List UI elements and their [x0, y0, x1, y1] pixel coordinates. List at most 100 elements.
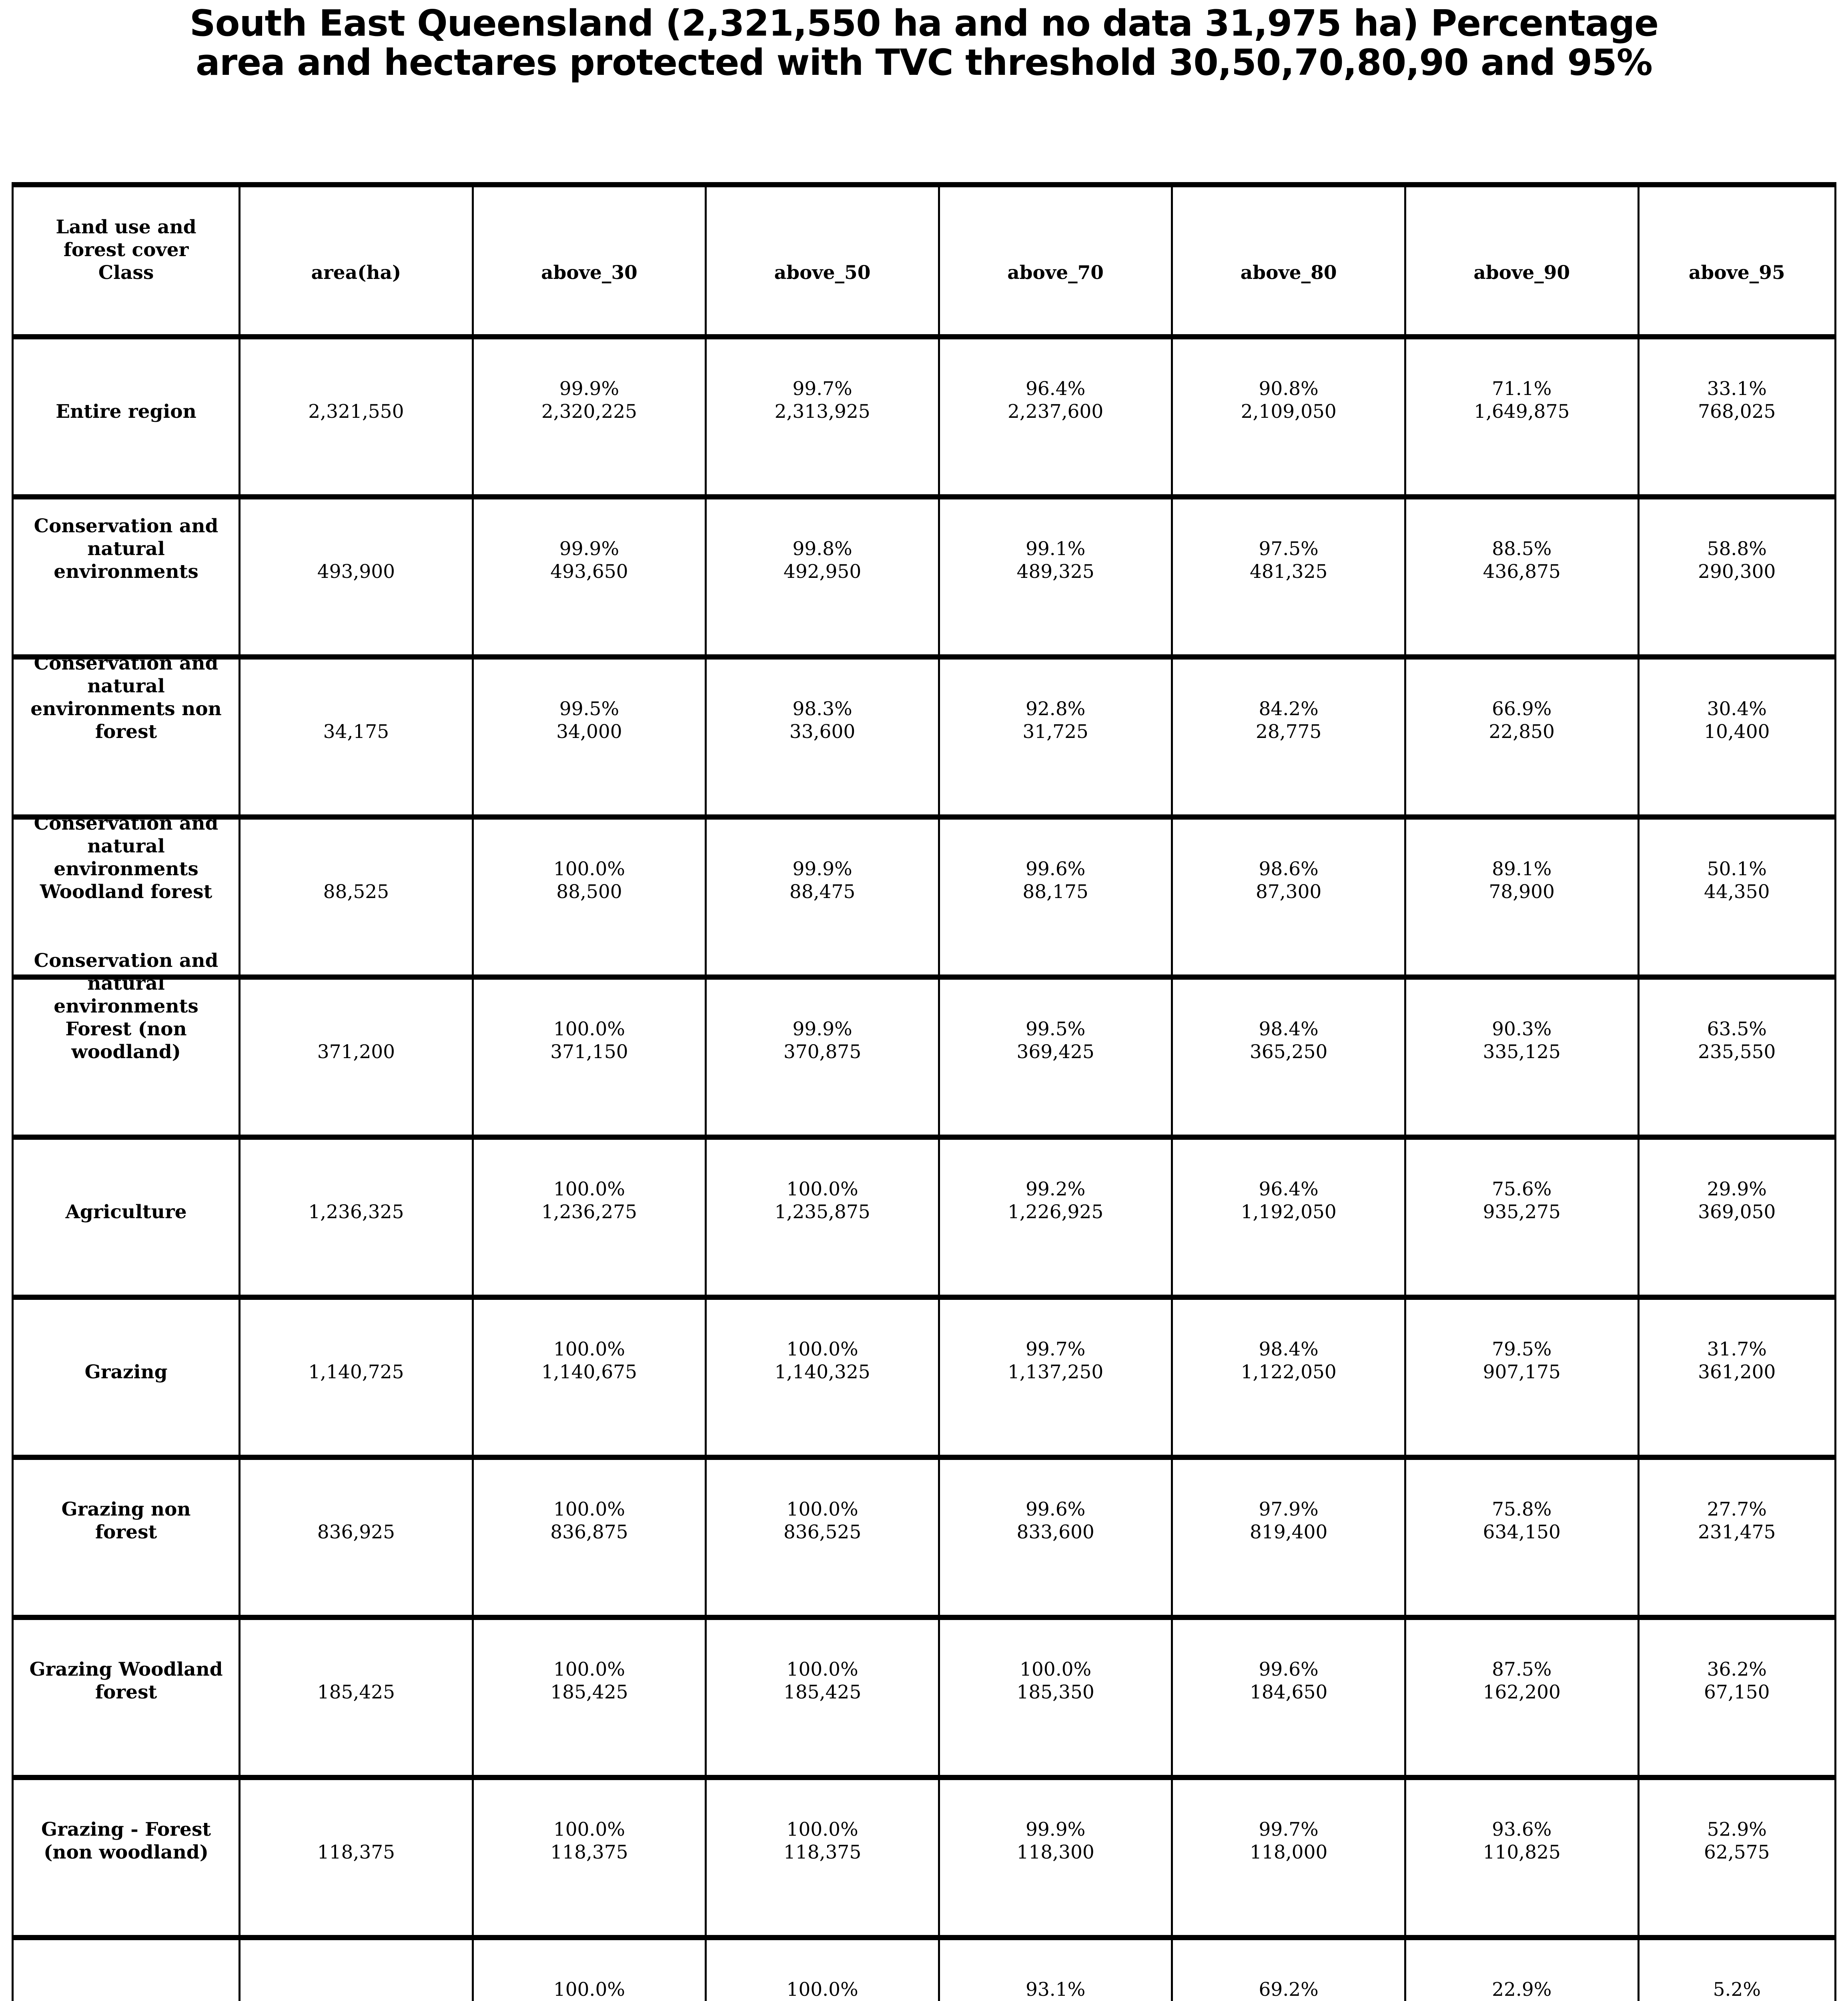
threshold-cell-above_95: 52.9% 62,575	[1637, 1777, 1836, 1938]
threshold-values: 99.7% 2,313,925	[774, 377, 870, 423]
threshold-cell-above_50: 100.0% 1,235,875	[705, 1137, 939, 1297]
row-label-cell: Grazing Woodland forest	[13, 1618, 240, 1778]
table-row: Conservation and natural environments 493…	[12, 497, 1836, 657]
threshold-cell-above_80: 97.5% 481,325	[1171, 497, 1405, 657]
table-row: Grazing non forest 836,925 100.0% 836,875 1…	[12, 1457, 1836, 1618]
column-header-text: above_30	[541, 262, 637, 284]
threshold-values: 98.4% 1,122,050	[1241, 1338, 1337, 1383]
threshold-values: 97.5% 481,325	[1250, 537, 1328, 583]
threshold-cell-above_95: 31.7% 361,200	[1637, 1297, 1836, 1458]
threshold-cell-above_80: 98.4% 1,122,050	[1171, 1297, 1405, 1458]
column-header-2: above_30	[471, 184, 706, 337]
threshold-values: 98.4% 365,250	[1250, 1018, 1328, 1063]
table-row: Conservation and natural environments Wo…	[12, 812, 1836, 977]
threshold-cell-above_50: 100.0% 185,425	[705, 1617, 939, 1778]
threshold-values: 99.6% 184,650	[1250, 1658, 1328, 1703]
row-label-cell: Conservation and natural environments no…	[13, 652, 240, 817]
threshold-cell-above_80: 99.7% 118,000	[1171, 1777, 1405, 1938]
threshold-values: 99.1% 489,325	[1016, 537, 1094, 583]
threshold-cell-above_80: 98.4% 365,250	[1171, 977, 1405, 1137]
threshold-cell-above_95: 50.1% 44,350	[1637, 817, 1836, 977]
row-label: Conservation and natural environments no…	[30, 652, 222, 743]
threshold-values: 93.6% 110,825	[1483, 1818, 1561, 1863]
column-header-text: area(ha)	[311, 262, 401, 284]
threshold-values: 100.0% 836,525	[783, 1498, 862, 1543]
threshold-cell-above_95: 63.5% 235,550	[1637, 977, 1836, 1137]
threshold-values: 100.0% 185,350	[1016, 1658, 1094, 1703]
threshold-cell-above_90: 93.6% 110,825	[1404, 1777, 1639, 1938]
area-value: 493,900	[317, 560, 395, 583]
column-header-7: above_95	[1637, 184, 1836, 337]
threshold-cell-above_30: 100.0% 371,150	[471, 977, 706, 1137]
threshold-cell-above_70: 99.1% 489,325	[938, 497, 1172, 657]
area-cell: 185,425	[239, 1617, 473, 1778]
threshold-cell-above_90: 88.5% 436,875	[1404, 497, 1639, 657]
threshold-cell-above_70: 99.7% 1,137,250	[938, 1297, 1172, 1458]
threshold-values: 100.0% 1,235,875	[774, 1178, 870, 1223]
threshold-cell-above_95: 36.2% 67,150	[1637, 1617, 1836, 1778]
threshold-cell-above_80: 84.2% 28,775	[1171, 657, 1405, 817]
column-header-1: area(ha)	[239, 184, 473, 337]
area-cell: 118,375	[239, 1777, 473, 1938]
threshold-cell-above_80: 97.9% 819,400	[1171, 1457, 1405, 1618]
row-label: Conservation and natural environments	[34, 515, 218, 583]
row-label: Conservation and natural environments Wo…	[34, 812, 218, 903]
threshold-cell-above_70: 99.6% 833,600	[938, 1457, 1172, 1618]
row-label-cell: Conservation and natural environments Fo…	[13, 950, 240, 1137]
threshold-cell-above_30: 99.9% 2,320,225	[471, 337, 706, 497]
column-header-text: above_50	[774, 262, 871, 284]
threshold-cell-above_50: 98.3% 33,600	[705, 657, 939, 817]
threshold-values: 90.8% 2,109,050	[1241, 377, 1337, 423]
area-value: 1,236,325	[308, 1201, 404, 1223]
threshold-cell-above_50: 100.0% 118,375	[705, 1777, 939, 1938]
row-label: Grazing Woodland forest	[29, 1658, 223, 1703]
threshold-values: 52.9% 62,575	[1704, 1818, 1770, 1863]
threshold-values: 88.5% 436,875	[1483, 537, 1561, 583]
threshold-cell-above_80: 98.6% 87,300	[1171, 817, 1405, 977]
row-label: Agriculture	[65, 1201, 187, 1223]
threshold-values: 92.8% 31,725	[1022, 698, 1088, 743]
column-header-6: above_90	[1404, 184, 1639, 337]
table-row: Grazing 1,140,725 100.0% 1,140,675 100.0% 1…	[12, 1297, 1836, 1458]
threshold-cell-above_90: 75.8% 634,150	[1404, 1457, 1639, 1618]
threshold-values: 100.0% 69,525	[786, 1978, 858, 2001]
threshold-cell-above_30: 100.0% 88,500	[471, 817, 706, 977]
threshold-values: 96.4% 2,237,600	[1008, 377, 1104, 423]
threshold-values: 99.2% 1,226,925	[1008, 1178, 1104, 1223]
threshold-cell-above_70: 99.2% 1,226,925	[938, 1137, 1172, 1297]
threshold-values: 79.5% 907,175	[1483, 1338, 1561, 1383]
threshold-cell-above_50: 99.9% 88,475	[705, 817, 939, 977]
threshold-values: 99.7% 118,000	[1250, 1818, 1328, 1863]
threshold-values: 33.1% 768,025	[1698, 377, 1776, 423]
row-label: Entire region	[56, 400, 196, 423]
threshold-values: 99.9% 118,300	[1016, 1818, 1094, 1863]
threshold-cell-above_30: 100.0% 1,140,675	[471, 1297, 706, 1458]
area-value: 1,140,725	[308, 1361, 404, 1383]
area-value: 836,925	[317, 1521, 395, 1543]
threshold-cell-above_95: 5.2% 3,600	[1637, 1937, 1836, 2001]
area-cell: 371,200	[239, 977, 473, 1137]
threshold-values: 98.6% 87,300	[1255, 858, 1322, 903]
threshold-values: 99.9% 2,320,225	[541, 377, 637, 423]
area-cell: 836,925	[239, 1457, 473, 1618]
threshold-cell-above_30: 100.0% 1,236,275	[471, 1137, 706, 1297]
threshold-cell-above_50: 100.0% 836,525	[705, 1457, 939, 1618]
table-row: Entire region 2,321,550 99.9% 2,320,225 99.…	[12, 337, 1836, 497]
threshold-values: 100.0% 118,375	[550, 1818, 628, 1863]
table-row: Irrigation69,550 100.0% 69,550 100.0% 69,5…	[12, 1937, 1836, 2001]
landuse-table: Land use and forest cover Class area(ha) a…	[12, 182, 1836, 2001]
threshold-values: 30.4% 10,400	[1704, 698, 1770, 743]
threshold-values: 36.2% 67,150	[1704, 1658, 1770, 1703]
page-title: South East Queensland (2,321,550 ha and …	[189, 2, 1659, 84]
row-label-cell: Agriculture	[13, 1137, 240, 1297]
threshold-values: 100.0% 69,550	[553, 1978, 625, 2001]
threshold-values: 99.6% 88,175	[1022, 858, 1088, 903]
threshold-values: 100.0% 185,425	[783, 1658, 862, 1703]
threshold-values: 99.7% 1,137,250	[1008, 1338, 1104, 1383]
row-label-cell: Conservation and natural environments Wo…	[13, 812, 240, 977]
area-value: 34,175	[323, 720, 389, 743]
threshold-values: 75.6% 935,275	[1483, 1178, 1561, 1223]
row-label-cell: Irrigation	[13, 1938, 240, 2001]
threshold-values: 100.0% 1,236,275	[541, 1178, 637, 1223]
threshold-values: 90.3% 335,125	[1483, 1018, 1561, 1063]
